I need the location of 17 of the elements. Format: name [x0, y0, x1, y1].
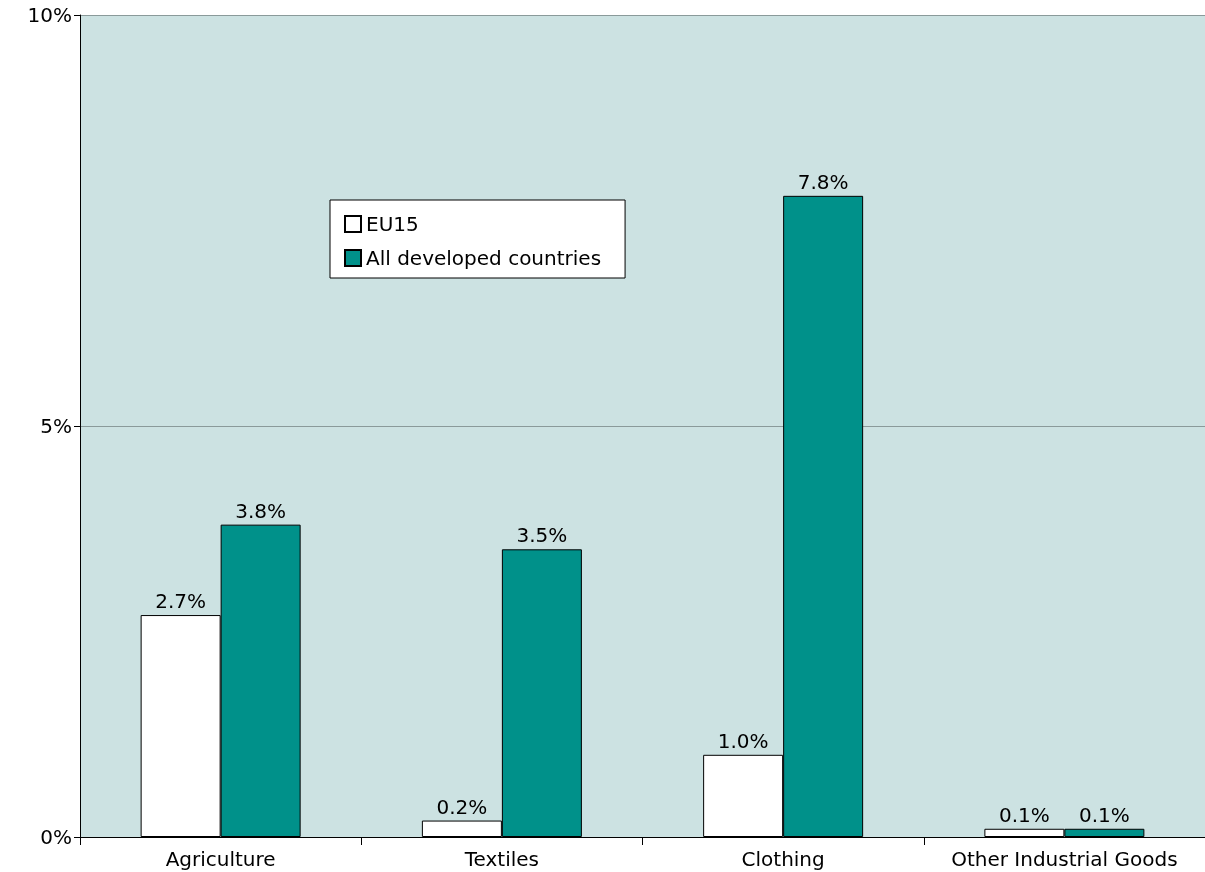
legend-label: All developed countries: [366, 246, 602, 270]
x-tick-label: Agriculture: [165, 847, 276, 871]
text: 1.0%: [717, 728, 769, 753]
y-tick-label: 0%: [40, 825, 72, 849]
text: 0.2%: [436, 794, 488, 819]
text: 0.1%: [1078, 802, 1130, 827]
y-tick-label: 10%: [27, 3, 72, 27]
text: 3.8%: [235, 498, 287, 523]
y-tick-label: 5%: [40, 414, 72, 438]
text: 7.8%: [797, 169, 849, 194]
text: 2.7%: [155, 589, 207, 614]
text: 3.5%: [516, 523, 568, 548]
x-tick-label: Other Industrial Goods: [951, 847, 1178, 871]
legend-label: EU15: [366, 212, 419, 236]
x-tick-label: Textiles: [463, 847, 540, 871]
text: 0.1%: [998, 802, 1050, 827]
x-tick-label: Clothing: [741, 847, 825, 871]
